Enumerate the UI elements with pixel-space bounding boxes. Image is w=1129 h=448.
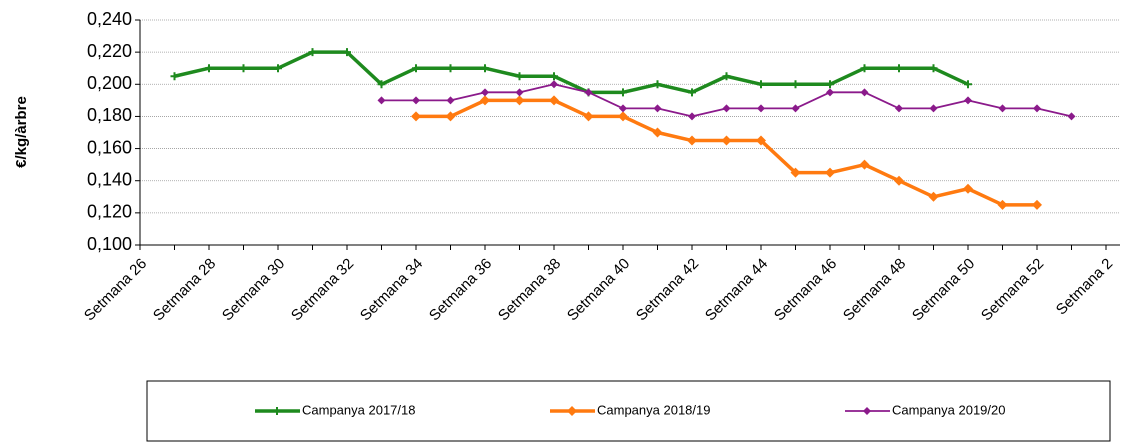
x-tick-label: Setmana 32	[288, 255, 357, 324]
point-marker	[550, 72, 558, 81]
point-marker	[964, 96, 972, 105]
point-marker	[1033, 104, 1041, 113]
point-marker	[515, 88, 524, 97]
point-marker	[377, 80, 386, 89]
point-marker	[688, 112, 696, 121]
point-marker	[205, 64, 213, 73]
point-marker	[549, 95, 559, 106]
point-marker	[481, 64, 489, 73]
y-tick-label: 0,160	[87, 137, 132, 157]
point-marker	[170, 72, 179, 81]
point-marker	[343, 48, 351, 57]
point-marker	[791, 104, 800, 113]
point-marker	[722, 104, 731, 113]
x-tick-label: Setmana 36	[426, 255, 495, 324]
point-marker	[480, 95, 490, 106]
point-marker	[618, 111, 628, 122]
point-marker	[825, 167, 835, 178]
point-marker	[653, 80, 662, 89]
x-tick-label: Setmana 38	[495, 255, 564, 324]
x-tick-label: Setmana 26	[81, 255, 150, 324]
point-marker	[757, 104, 765, 113]
point-marker	[721, 135, 732, 146]
x-tick-label: Setmana 2	[1053, 255, 1116, 318]
x-tick-label: Setmana 34	[357, 255, 426, 324]
y-tick-label: 0,200	[87, 73, 132, 93]
point-marker	[998, 104, 1007, 113]
point-marker	[481, 88, 489, 97]
legend-label: Campanya 2019/20	[892, 402, 1005, 417]
point-marker	[1067, 112, 1076, 121]
legend-box	[146, 380, 1111, 442]
legend-label: Campanya 2018/19	[597, 402, 710, 417]
point-marker	[377, 96, 386, 105]
x-tick-label: Setmana 48	[840, 255, 909, 324]
point-marker	[963, 183, 973, 194]
point-marker	[619, 88, 627, 97]
y-tick-label: 0,120	[87, 202, 132, 222]
point-marker	[757, 80, 765, 89]
point-marker	[860, 88, 869, 97]
point-marker	[859, 159, 870, 170]
point-marker	[826, 88, 834, 97]
y-tick-label: 0,220	[87, 41, 132, 61]
point-marker	[308, 48, 317, 57]
point-marker	[619, 104, 627, 113]
x-tick-label: Setmana 30	[219, 255, 288, 324]
point-marker	[412, 64, 420, 73]
point-marker	[997, 199, 1008, 210]
point-marker	[514, 95, 525, 106]
point-marker	[446, 64, 455, 73]
point-marker	[860, 64, 869, 73]
y-tick-label: 0,140	[87, 169, 132, 189]
x-tick-label: Setmana 28	[150, 255, 219, 324]
point-marker	[826, 80, 834, 89]
point-marker	[515, 72, 524, 81]
point-marker	[1032, 199, 1042, 210]
point-marker	[790, 167, 801, 178]
point-marker	[550, 80, 558, 89]
point-marker	[652, 127, 663, 138]
legend-label: Campanya 2017/18	[302, 402, 415, 417]
x-tick-label: Setmana 46	[771, 255, 840, 324]
point-marker	[412, 96, 420, 105]
point-marker	[445, 111, 456, 122]
series-line	[174, 50, 969, 95]
point-marker	[446, 96, 455, 105]
y-tick-label: 0,100	[87, 234, 132, 254]
point-marker	[928, 191, 939, 202]
point-marker	[791, 80, 800, 89]
point-marker	[894, 175, 904, 186]
x-tick-label: Setmana 42	[633, 255, 702, 324]
point-marker	[273, 407, 281, 415]
point-marker	[863, 407, 871, 415]
point-marker	[567, 406, 577, 416]
point-marker	[687, 135, 697, 146]
y-tick-label: 0,180	[87, 105, 132, 125]
x-tick-label: Setmana 50	[909, 255, 978, 324]
point-marker	[583, 111, 594, 122]
point-marker	[895, 104, 903, 113]
point-marker	[722, 72, 731, 81]
y-tick-label: 0,240	[87, 9, 132, 29]
point-marker	[929, 104, 938, 113]
x-tick-label: Setmana 52	[978, 255, 1047, 324]
point-marker	[274, 64, 282, 73]
point-marker	[411, 111, 421, 122]
point-marker	[688, 88, 696, 97]
point-marker	[653, 104, 662, 113]
point-marker	[929, 64, 938, 73]
point-marker	[239, 64, 248, 73]
x-tick-label: Setmana 40	[564, 255, 633, 324]
x-tick-label: Setmana 44	[702, 255, 771, 324]
point-marker	[895, 64, 903, 73]
series-line	[416, 98, 1037, 207]
point-marker	[584, 88, 593, 97]
point-marker	[964, 80, 972, 89]
y-axis-label: €/kg/àrbre	[13, 96, 30, 168]
point-marker	[756, 135, 766, 146]
